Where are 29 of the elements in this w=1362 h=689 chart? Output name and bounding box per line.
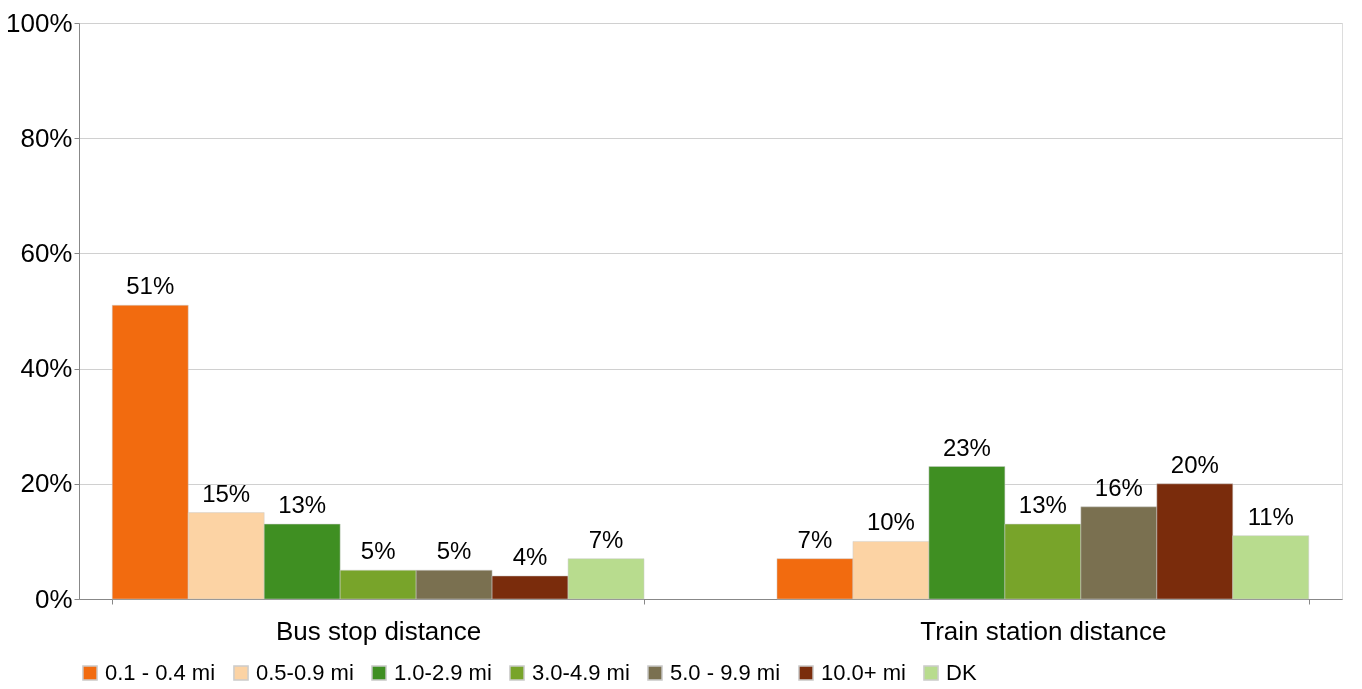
y-tick-label: 20% <box>20 468 73 499</box>
data-label: 13% <box>278 491 327 519</box>
legend-label: 1.0-2.9 mi <box>394 660 492 685</box>
data-label: 7% <box>797 525 833 553</box>
legend-label: DK <box>946 660 977 685</box>
x-tick-label: Bus stop distance <box>276 615 482 646</box>
data-label: 23% <box>942 433 991 461</box>
data-label: 10% <box>866 508 915 536</box>
data-label: 20% <box>1170 450 1219 478</box>
y-tick-label: 100% <box>6 7 73 38</box>
data-label: 15% <box>202 479 251 507</box>
data-label: 5% <box>436 537 472 565</box>
legend-label: 10.0+ mi <box>821 660 906 685</box>
data-label: 16% <box>1094 473 1143 501</box>
legend-label: 0.1 - 0.4 mi <box>105 660 216 685</box>
legend-label: 0.5-0.9 mi <box>256 660 354 685</box>
data-label: 7% <box>588 525 624 553</box>
data-label: 11% <box>1247 502 1294 530</box>
y-tick-label: 80% <box>20 122 73 153</box>
data-label: 13% <box>1018 491 1067 519</box>
data-label: 4% <box>512 542 548 570</box>
data-label: 51% <box>126 272 175 300</box>
data-label: 5% <box>360 537 396 565</box>
legend-label: 5.0 - 9.9 mi <box>670 660 781 685</box>
x-tick-label: Train station distance <box>920 615 1167 646</box>
y-tick-label: 0% <box>34 583 73 614</box>
legend-label: 3.0-4.9 mi <box>532 660 630 685</box>
y-tick-label: 60% <box>20 237 73 268</box>
y-tick-label: 40% <box>20 353 73 384</box>
